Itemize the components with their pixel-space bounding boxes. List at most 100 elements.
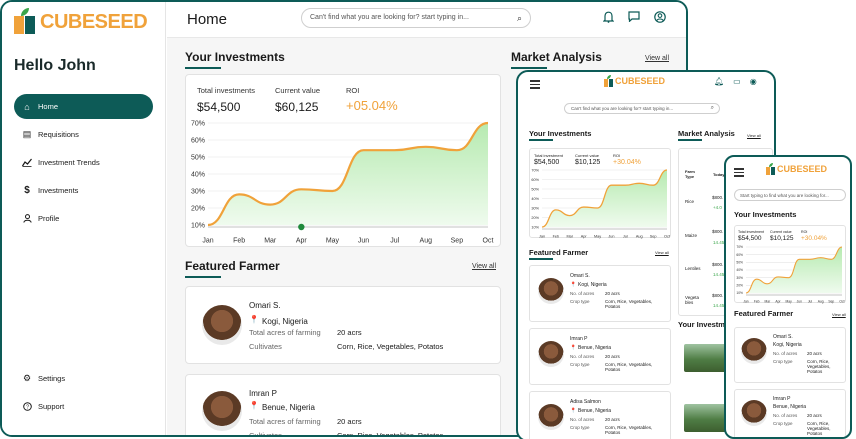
y-tick-label: 40% [531,197,539,201]
market-row-type: Lentiles [685,266,701,271]
market-header-today: Today [713,172,725,177]
search-input[interactable]: Start typing to find what you are lookin… [734,189,846,201]
y-tick-label: 50% [191,154,205,161]
total-investments-value: $54,500 [534,159,560,166]
current-value-label: Current value [770,230,792,234]
location-pin-icon: 📍 [249,401,259,410]
acres-label: No. of acres [773,413,798,418]
avatar [538,404,564,430]
farmer-card[interactable]: Imran P Benue, Nigeria No. of acres 20 a… [734,389,846,437]
current-value-label: Current value [275,86,321,95]
farmer-name: Imran P [570,336,588,342]
search-icon[interactable]: ⌕ [710,105,714,111]
x-tick-label: Jul [623,234,628,238]
brand-logo[interactable]: CUBESEED [14,8,148,36]
sidebar-item-label: Settings [38,374,66,383]
gear-icon: ⚙ [22,373,32,383]
sidebar-item-requisitions[interactable]: ▤ Requisitions [14,122,153,147]
avatar [538,341,564,367]
sidebar-item-label: Home [38,102,59,111]
x-tick-label: May [326,237,340,244]
investments-card: Total investments $54,500 Current value … [185,74,501,247]
farmer-card[interactable]: Omari S. Kogi, Nigeria No. of acres 20 a… [734,327,846,383]
market-view-all-link[interactable]: View all [645,55,669,62]
search-placeholder: Can't find what you are looking for? sta… [571,106,674,111]
bell-icon[interactable] [602,11,615,26]
topbar-icons [602,11,666,26]
user-icon [22,214,32,224]
account-icon[interactable]: ◉ [749,77,757,86]
location-pin-icon: 📍 [570,408,577,414]
series-line [541,169,668,228]
sidebar-item-label: Profile [38,214,60,223]
acres-label: No. of acres [570,417,595,422]
farmer-card[interactable]: Imran P 📍 Benue, Nigeria No. of acres 20… [529,328,671,385]
sidebar-item-settings[interactable]: ⚙ Settings [14,366,153,391]
featured-view-all-link[interactable]: View all [655,250,669,255]
acres-value: 20 acrs [605,417,620,422]
brand-logo: CUBESEED [604,75,665,87]
brand-name: CUBESEED [40,10,148,33]
sidebar-item-home[interactable]: ⌂ Home [14,94,153,119]
farmer-name: Omari S. [249,301,281,310]
y-tick-label: 30% [531,206,539,210]
series-line [745,246,843,294]
crop-type-value: Corn, Rice, Vegetables, Potatos [807,359,831,374]
x-tick-label: Jul [390,237,399,244]
y-tick-label: 40% [191,171,205,178]
farmer-card[interactable]: Omari S. 📍 Kogi, Nigeria No. of acres 20… [529,265,671,322]
sidebar-bottom-nav: ⚙ Settings ? Support [14,366,153,422]
acres-label: Total acres of farming [249,417,321,426]
crop-type-value: Corn, Rice, Vegetables, Potatos [605,425,653,435]
crop-type-value: Corn, Rice, Vegetables, Potatos [605,299,653,309]
x-tick-label: Jan [743,299,748,303]
cultivates-label: Cultivates [249,342,282,351]
market-row-type: Maize [685,233,698,238]
sidebar-item-profile[interactable]: Profile [14,206,153,231]
x-tick-label: Oct [483,237,494,244]
acres-value: 20 acrs [605,354,620,359]
y-tick-label: 50% [531,187,539,191]
investments-card: Total investment $54,500 Current value $… [529,148,671,238]
roi-label: ROI [346,86,360,95]
sidebar-item-investments[interactable]: $ Investments [14,178,153,203]
featured-view-all-link[interactable]: View all [472,263,496,270]
featured-underline [185,276,221,278]
current-value-value: $10,125 [575,159,601,166]
sidebar-item-support[interactable]: ? Support [14,394,153,419]
market-row-price: $800. [712,262,724,267]
current-value-value: $60,125 [275,100,319,114]
brand-logo: CUBESEED [766,163,827,175]
home-icon: ⌂ [24,101,30,112]
sidebar-item-label: Investment Trends [38,158,100,167]
bell-icon[interactable]: 🔔︎ [714,77,725,86]
farmer-card[interactable]: Omari S. 📍 Kogi, Nigeria Total acres of … [185,286,501,364]
hamburger-menu-icon[interactable] [530,80,540,91]
featured-view-all-link[interactable]: View all [832,312,846,317]
sidebar-item-investment-trends[interactable]: Investment Trends [14,150,153,175]
roi-value: +30.04% [801,235,827,242]
x-tick-label: Feb [754,299,760,303]
investments-underline [185,67,221,69]
search-input[interactable]: Can't find what you are looking for? sta… [301,8,531,28]
brand-name: CUBESEED [777,164,828,174]
farm-photo [684,344,726,372]
avatar [202,391,242,431]
x-tick-label: Jun [797,299,802,303]
y-tick-label: 50% [736,260,743,264]
series-line [207,121,489,227]
farmer-card[interactable]: Imran P 📍 Benue, Nigeria Total acres of … [185,374,501,435]
chat-icon[interactable] [628,11,640,26]
logo-mark-icon [604,75,614,87]
search-input[interactable]: Can't find what you are looking for? sta… [564,103,720,114]
account-icon[interactable] [654,11,666,26]
market-row-change: 14.45 [713,303,725,308]
market-view-all-link[interactable]: View all [747,133,761,138]
search-icon[interactable]: ⌕ [516,13,522,23]
help-icon: ? [22,402,32,412]
farmer-card[interactable]: Adisa Salmon 📍 Benue, Nigeria No. of acr… [529,391,671,439]
crop-type-value: Corn, Rice, Vegetables, Potatos [605,362,653,372]
hamburger-menu-icon[interactable] [734,168,744,179]
chat-icon[interactable]: ▭ [733,77,741,86]
market-header-farm-type: Farm Type [685,169,695,179]
